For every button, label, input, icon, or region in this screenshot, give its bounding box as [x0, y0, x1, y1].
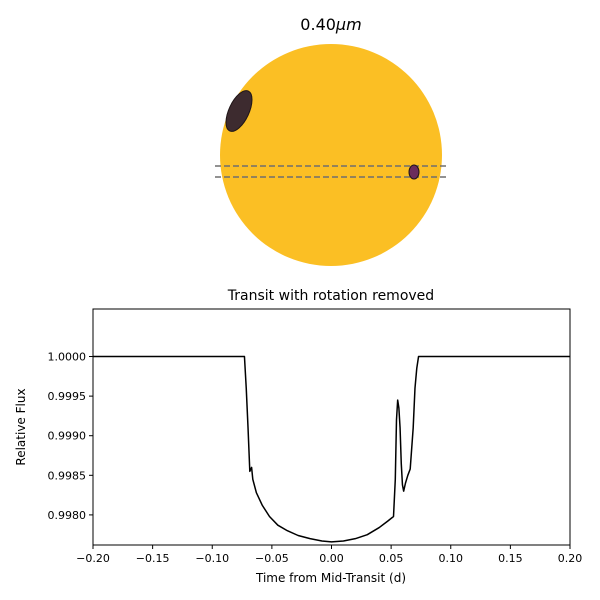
axes-frame — [92, 308, 571, 546]
x-tick-label: 0.15 — [498, 552, 523, 565]
star-panel-title: 0.40μm — [300, 15, 361, 34]
x-tick-label: −0.10 — [195, 552, 229, 565]
y-axis: 0.9980 0.9985 0.9990 0.9995 1.0000 — [48, 351, 93, 522]
x-tick-label: −0.20 — [76, 552, 110, 565]
starspot — [225, 90, 253, 132]
star-disk — [220, 44, 442, 266]
chart-title: Transit with rotation removed — [227, 288, 434, 304]
x-tick-label: −0.15 — [136, 552, 170, 565]
y-tick-label: 0.9980 — [48, 509, 87, 522]
star-panel-title-unit: μm — [335, 15, 362, 34]
y-axis-label: Relative Flux — [14, 388, 28, 465]
star-panel: 0.40μm — [215, 15, 448, 266]
x-tick-label: −0.05 — [255, 552, 289, 565]
x-tick-label: 0.10 — [439, 552, 464, 565]
x-tick-label: 0.00 — [319, 552, 344, 565]
y-tick-label: 1.0000 — [48, 351, 87, 364]
x-axis: −0.20 −0.15 −0.10 −0.05 0.00 0.05 0.10 0.15 0.20 — [76, 545, 582, 565]
y-tick-label: 0.9995 — [48, 390, 87, 403]
x-axis-label: Time from Mid-Transit (d) — [255, 571, 406, 585]
y-tick-label: 0.9990 — [48, 430, 87, 443]
plot-area — [93, 355, 570, 543]
x-tick-label: 0.05 — [379, 552, 404, 565]
planet — [408, 164, 420, 180]
star-panel-title-value: 0.40 — [300, 15, 336, 34]
x-tick-label: 0.20 — [558, 552, 583, 565]
flux-series-line — [93, 355, 570, 543]
y-tick-label: 0.9985 — [48, 469, 87, 482]
lightcurve-panel: Transit with rotation removed −0.20 −0.15… — [14, 288, 582, 585]
